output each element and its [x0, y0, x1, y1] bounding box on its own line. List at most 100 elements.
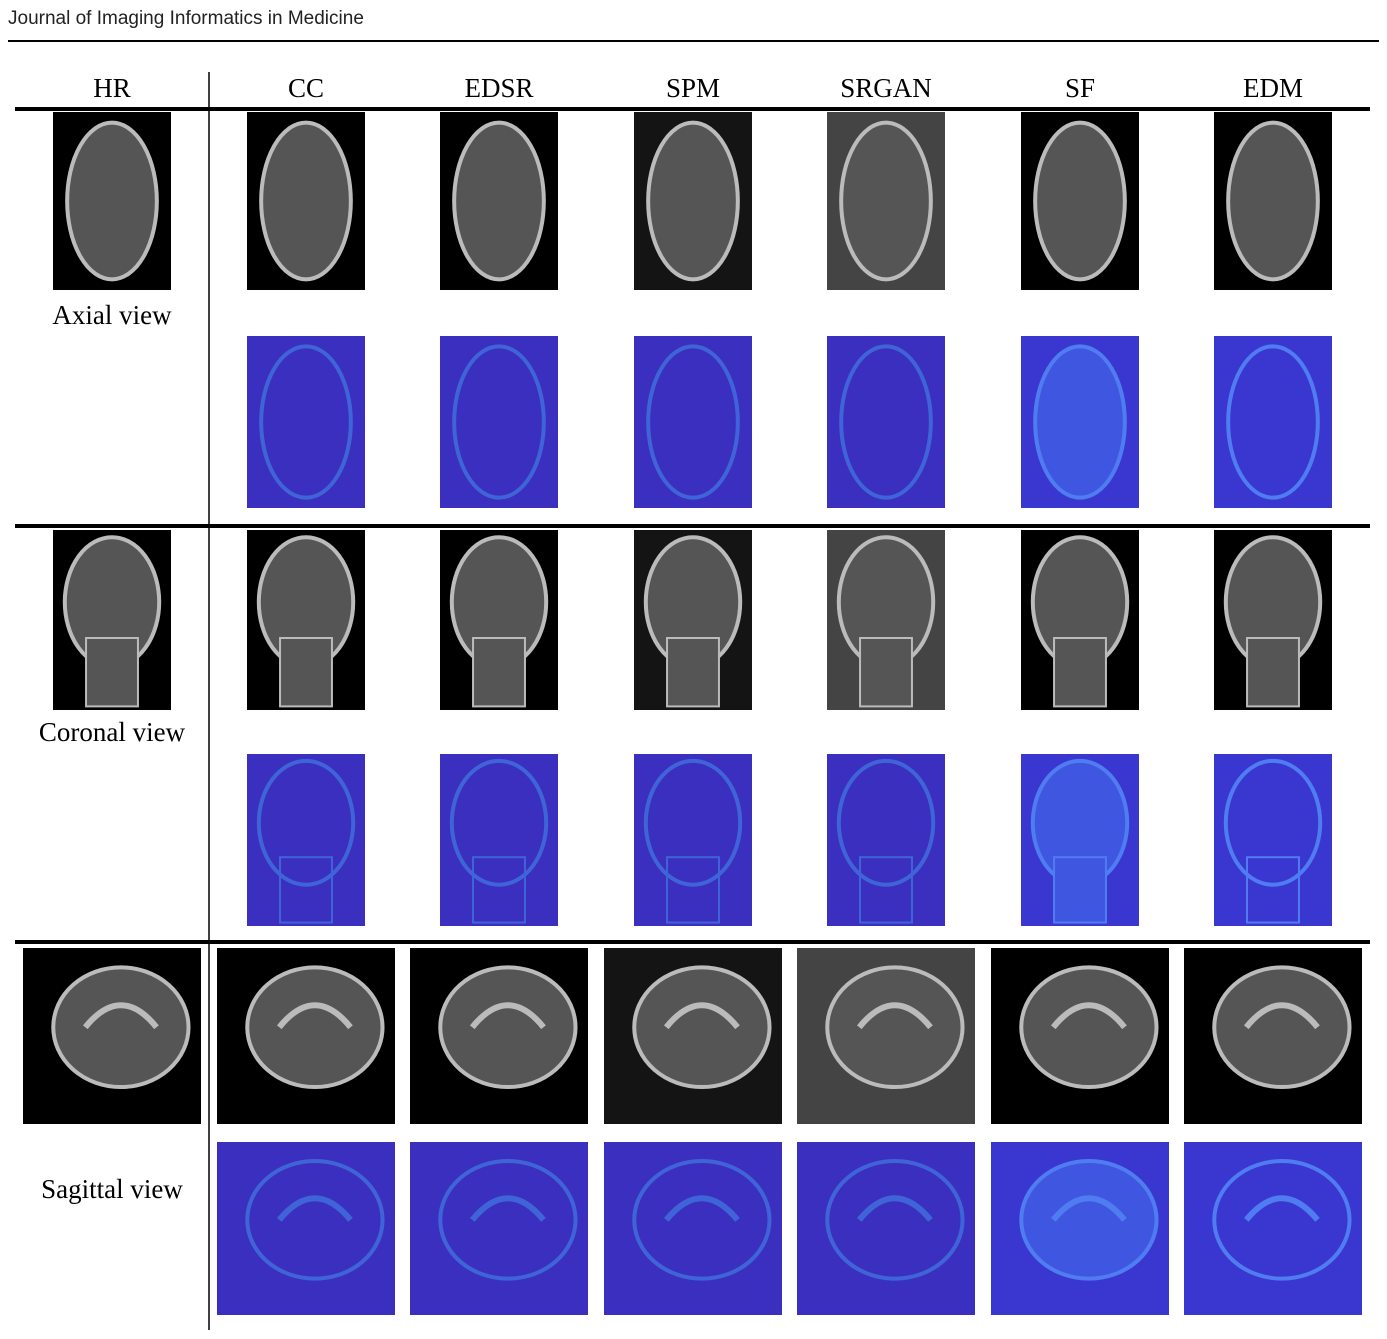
neck: [1053, 637, 1107, 708]
error-map: [827, 336, 945, 508]
mri-tile: [1214, 530, 1332, 710]
error-map: [1214, 754, 1332, 926]
mri-tile: [827, 530, 945, 710]
error-map: [410, 1142, 588, 1315]
error-map: [634, 336, 752, 508]
brain-outline: [643, 758, 743, 887]
brain-outline: [1226, 120, 1320, 282]
brain-outline: [1223, 758, 1323, 887]
brain-outline: [438, 1159, 578, 1281]
mri-tile: [23, 948, 201, 1124]
brain-outline: [449, 758, 549, 887]
error-map-tile: [217, 1142, 395, 1315]
error-map-tile: [410, 1142, 588, 1315]
corpus-callosum: [856, 1002, 933, 1030]
corpus-callosum: [1243, 1195, 1320, 1222]
error-map-tile: [827, 754, 945, 926]
brain-outline: [839, 120, 933, 282]
neck: [279, 856, 333, 924]
error-map-tile: [827, 336, 945, 508]
mri-tile: [827, 112, 945, 290]
brain-outline: [245, 965, 385, 1090]
mri-tile: [440, 530, 558, 710]
error-map: [217, 1142, 395, 1315]
neck: [1246, 637, 1300, 708]
mri-tile: [1021, 530, 1139, 710]
journal-name: Journal of Imaging Informatics in Medici…: [8, 8, 364, 29]
neck: [859, 856, 913, 924]
mri-tile: [634, 112, 752, 290]
neck: [859, 637, 913, 708]
neck: [472, 856, 526, 924]
brain-outline: [632, 965, 772, 1090]
neck: [666, 856, 720, 924]
row-label: Coronal view: [39, 717, 186, 747]
mri-tile: [53, 530, 171, 710]
corpus-callosum: [663, 1195, 740, 1222]
neck: [1053, 856, 1107, 924]
error-map: [440, 336, 558, 508]
brain-outline: [825, 965, 965, 1090]
mri-tile: [1184, 948, 1362, 1124]
brain-outline: [825, 1159, 965, 1281]
brain-outline: [259, 120, 353, 282]
brain-outline: [1212, 965, 1352, 1090]
corpus-callosum: [276, 1195, 353, 1222]
brain-outline: [65, 120, 159, 282]
error-map-tile: [797, 1142, 975, 1315]
neck: [1246, 856, 1300, 924]
brain-outline: [836, 758, 936, 887]
mri-tile: [410, 948, 588, 1124]
error-map: [247, 754, 365, 926]
error-map: [604, 1142, 782, 1315]
error-map-tile: [1021, 754, 1139, 926]
mri-tile: [1214, 112, 1332, 290]
mri-tile: [797, 948, 975, 1124]
brain-outline: [452, 120, 546, 282]
mri-tile: [217, 948, 395, 1124]
error-map-tile: [991, 1142, 1169, 1315]
mri-tile: [247, 530, 365, 710]
neck: [666, 637, 720, 708]
brain-outline: [452, 344, 546, 500]
corpus-callosum: [856, 1195, 933, 1222]
corpus-callosum: [276, 1002, 353, 1030]
mri-tile: [604, 948, 782, 1124]
corpus-callosum: [469, 1195, 546, 1222]
brain-outline: [1033, 344, 1127, 500]
error-map: [440, 754, 558, 926]
error-map-tile: [1184, 1142, 1362, 1315]
error-map: [797, 1142, 975, 1315]
row-label: Axial view: [52, 300, 172, 330]
column-header: SRGAN: [840, 73, 932, 103]
mri-tile: [53, 112, 171, 290]
corpus-callosum: [1050, 1195, 1127, 1222]
neck: [279, 637, 333, 708]
brain-outline: [1033, 120, 1127, 282]
brain-outline: [1019, 965, 1159, 1090]
corpus-callosum: [469, 1002, 546, 1030]
error-map: [1184, 1142, 1362, 1315]
brain-outline: [646, 120, 740, 282]
error-map-tile: [1021, 336, 1139, 508]
brain-outline: [1019, 1159, 1159, 1281]
column-header: CC: [288, 73, 324, 103]
brain-outline: [632, 1159, 772, 1281]
brain-outline: [1226, 344, 1320, 500]
row-label: Sagittal view: [41, 1174, 183, 1204]
column-header: HR: [93, 73, 131, 103]
brain-outline: [256, 758, 356, 887]
corpus-callosum: [1243, 1002, 1320, 1030]
error-map-tile: [604, 1142, 782, 1315]
mri-tile: [634, 530, 752, 710]
error-map: [1214, 336, 1332, 508]
mri-tile: [991, 948, 1169, 1124]
brain-outline: [438, 965, 578, 1090]
error-map: [827, 754, 945, 926]
brain-outline: [839, 344, 933, 500]
brain-outline: [245, 1159, 385, 1281]
corpus-callosum: [663, 1002, 740, 1030]
neck: [472, 637, 526, 708]
error-map-tile: [634, 336, 752, 508]
